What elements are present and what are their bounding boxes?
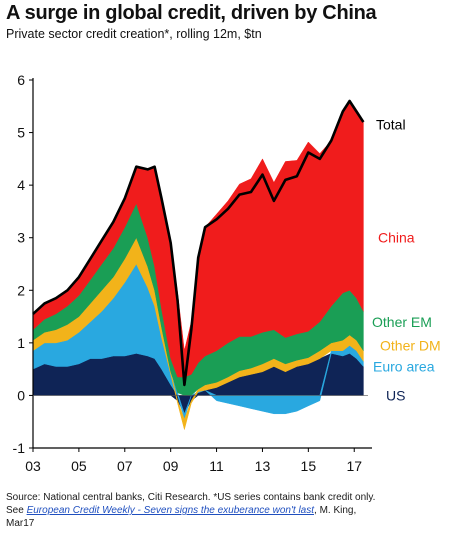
source-line-1: Source: National central banks, Citi Res… <box>6 492 376 503</box>
x-tick-label: 11 <box>209 458 224 474</box>
x-tick-label: 07 <box>117 458 133 474</box>
series-label-euro-area: Euro area <box>373 359 435 375</box>
y-tick-label: 4 <box>17 177 25 193</box>
total-line <box>32 99 365 387</box>
x-tick-label: 05 <box>71 458 87 474</box>
series-label-total: Total <box>376 117 406 133</box>
series-label-china: China <box>378 230 415 246</box>
series-label-other-dm: Other DM <box>380 337 441 353</box>
x-tick-label: 17 <box>346 458 362 474</box>
series-label-us: US <box>386 387 405 403</box>
y-tick-label: 3 <box>17 230 25 246</box>
chart-title: A surge in global credit, driven by Chin… <box>6 2 377 24</box>
x-tick-label: 03 <box>25 458 41 474</box>
y-tick-label: 6 <box>17 72 25 88</box>
source-author: , M. King, <box>314 505 357 516</box>
stacked-area-chart: -1 0 1 2 3 4 5 6 03 05 07 09 11 13 15 17 Total China Other… <box>13 72 441 474</box>
source-see: See <box>6 505 27 516</box>
x-tick-label: 15 <box>301 458 317 474</box>
y-tick-label: -1 <box>13 440 26 456</box>
source-note: Source: National central banks, Citi Res… <box>6 491 446 530</box>
y-tick-label: 1 <box>17 335 25 351</box>
source-date: Mar17 <box>6 518 35 529</box>
chart-subtitle: Private sector credit creation*, rolling… <box>6 27 262 41</box>
y-tick-label: 0 <box>17 387 25 403</box>
source-link[interactable]: European Credit Weekly - Seven signs the… <box>26 505 315 516</box>
x-tick-label: 13 <box>255 458 271 474</box>
y-tick-label: 2 <box>17 282 25 298</box>
x-tick-label: 09 <box>163 458 179 474</box>
series-label-other-em: Other EM <box>372 314 432 330</box>
y-tick-label: 5 <box>17 125 25 141</box>
